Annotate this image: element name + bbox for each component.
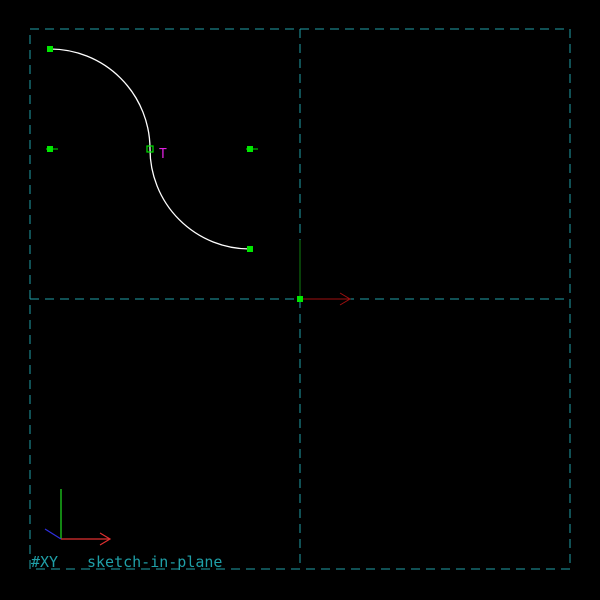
point-origin[interactable] xyxy=(297,296,303,302)
axis-triad-icon xyxy=(44,489,112,546)
point-arc-center-right[interactable] xyxy=(247,146,253,152)
point-arc-end[interactable] xyxy=(247,246,253,252)
group-name-label: sketch-in-plane xyxy=(87,553,222,571)
point-arc-center-left[interactable] xyxy=(47,146,53,152)
arc-upper[interactable] xyxy=(49,48,151,150)
tangent-constraint-label[interactable]: T xyxy=(159,147,167,162)
point-arc-start[interactable] xyxy=(47,46,53,52)
triad-x-arrow-icon xyxy=(99,532,112,546)
triad-z-axis xyxy=(44,528,62,540)
arc-lower[interactable] xyxy=(149,148,251,250)
origin-x-arrow-icon xyxy=(339,292,351,306)
point-arc-junction[interactable] xyxy=(146,145,154,153)
workplane-name-label: #XY xyxy=(31,553,58,571)
